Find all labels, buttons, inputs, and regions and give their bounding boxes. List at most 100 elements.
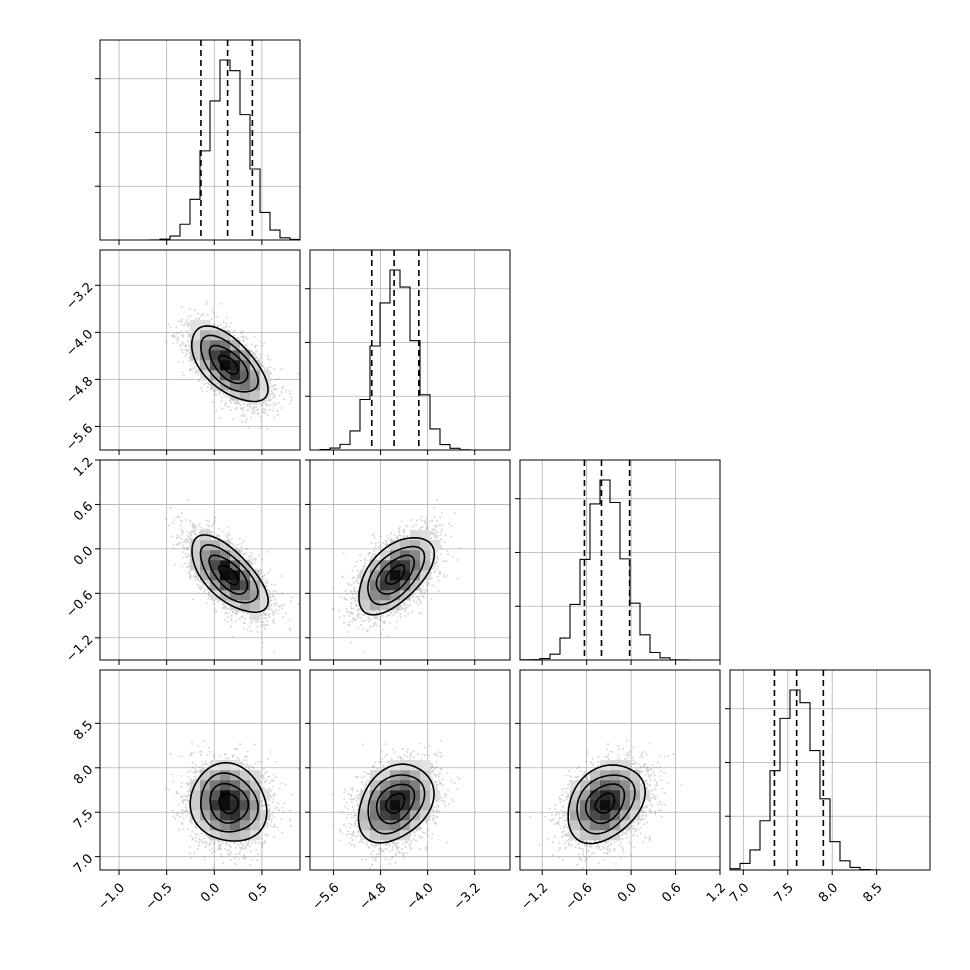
contour-level-0 bbox=[217, 354, 239, 376]
density-cell bbox=[370, 570, 381, 581]
density-cell bbox=[230, 390, 241, 401]
density-cell bbox=[410, 760, 421, 771]
density-cell bbox=[420, 530, 431, 541]
density-cell bbox=[250, 390, 261, 401]
density-cell bbox=[190, 340, 201, 351]
density-cell bbox=[200, 320, 211, 331]
density-cell bbox=[370, 790, 381, 801]
panel-frame bbox=[99, 459, 301, 661]
contour-level-1 bbox=[584, 783, 626, 825]
density-cell bbox=[400, 540, 411, 551]
density-cell bbox=[360, 830, 371, 841]
density-cell bbox=[400, 800, 411, 811]
density-cell bbox=[580, 780, 591, 791]
y-tick-label: 0.6 bbox=[71, 499, 96, 524]
density-cell bbox=[380, 550, 391, 561]
x-tick-label: 1.2 bbox=[704, 880, 729, 905]
panel-frame bbox=[99, 249, 301, 451]
density-cell bbox=[250, 360, 261, 371]
contour-level-3 bbox=[191, 325, 269, 403]
density-cell bbox=[400, 580, 411, 591]
density-cell bbox=[240, 830, 251, 841]
density-cell bbox=[390, 820, 401, 831]
histogram-panel-0 bbox=[95, 39, 301, 245]
density-cell bbox=[400, 590, 411, 601]
x-tick-label: 0.5 bbox=[246, 880, 271, 905]
density-cell bbox=[190, 810, 201, 821]
density-cell bbox=[260, 370, 271, 381]
density-cell bbox=[220, 760, 231, 771]
density-cell bbox=[410, 540, 421, 551]
density-cell bbox=[620, 780, 631, 791]
contour-level-3 bbox=[358, 536, 436, 616]
density-cell bbox=[220, 340, 231, 351]
x-tick-label: −5.6 bbox=[310, 880, 343, 913]
density-cell bbox=[210, 540, 221, 551]
histogram-step-0 bbox=[100, 59, 300, 240]
x-tick-label: −0.5 bbox=[143, 880, 176, 913]
y-tick-label: −3.2 bbox=[63, 280, 96, 313]
contour-level-0 bbox=[384, 563, 406, 585]
density-cell bbox=[630, 800, 641, 811]
panel-frame bbox=[309, 669, 511, 871]
density-cell bbox=[420, 550, 431, 561]
density-cell bbox=[610, 780, 621, 791]
density-cell bbox=[230, 570, 241, 581]
density-cell bbox=[580, 830, 591, 841]
density-cell bbox=[220, 830, 231, 841]
density-cell bbox=[570, 820, 581, 831]
density-cell bbox=[410, 570, 421, 581]
density-cell bbox=[400, 790, 411, 801]
density-cell bbox=[570, 830, 581, 841]
density-cell bbox=[620, 760, 631, 771]
density-cell bbox=[240, 350, 251, 361]
density-cell bbox=[190, 790, 201, 801]
density-cell bbox=[210, 350, 221, 361]
density-cell bbox=[200, 560, 211, 571]
density-cell bbox=[260, 390, 271, 401]
density-cell bbox=[230, 780, 241, 791]
density-cell bbox=[220, 360, 231, 371]
density-cell bbox=[240, 580, 251, 591]
x-tick-label: 7.0 bbox=[727, 880, 752, 905]
x-tick-label: −3.2 bbox=[451, 880, 484, 913]
scatter-panel-3-2: −1.2 −0.6 0.0 0.6 1.2 bbox=[515, 669, 729, 913]
x-tick-label: 0.0 bbox=[615, 880, 640, 905]
density-cell bbox=[600, 790, 611, 801]
density-cell bbox=[210, 330, 221, 341]
density-cell bbox=[230, 820, 241, 831]
panel-frame bbox=[309, 459, 511, 661]
x-tick-label: −4.0 bbox=[404, 880, 437, 913]
density-cell bbox=[580, 810, 591, 821]
density-cell bbox=[380, 820, 391, 831]
density-cell bbox=[610, 820, 621, 831]
density-cell bbox=[360, 590, 371, 601]
density-cell bbox=[250, 380, 261, 391]
contour-level-1 bbox=[375, 783, 416, 825]
contour-level-3 bbox=[567, 764, 647, 845]
density-cell bbox=[210, 780, 221, 791]
scatter-panel-3-0: 7.0 7.5 8.0 8.5 −1.0 −0.5 0.0 0.5 bbox=[71, 669, 301, 913]
density-cell bbox=[410, 580, 421, 591]
y-tick-label: 8.5 bbox=[71, 718, 96, 743]
density-cell bbox=[630, 810, 641, 821]
x-tick-label: −0.6 bbox=[563, 880, 596, 913]
density-cell bbox=[360, 810, 371, 821]
density-cell bbox=[220, 540, 231, 551]
density-cell bbox=[390, 560, 401, 571]
density-cell bbox=[250, 770, 261, 781]
contour-level-2 bbox=[199, 544, 259, 604]
density-cell bbox=[400, 760, 411, 771]
density-cell bbox=[250, 370, 261, 381]
density-cell bbox=[360, 790, 371, 801]
density-cell bbox=[590, 780, 601, 791]
x-tick-label: −1.2 bbox=[518, 880, 551, 913]
density-cell bbox=[590, 830, 601, 841]
density-cell bbox=[380, 590, 391, 601]
density-cell bbox=[410, 560, 421, 571]
panel-frame bbox=[99, 39, 301, 241]
y-tick-label: 0.0 bbox=[71, 544, 96, 569]
y-tick-label: −4.8 bbox=[63, 374, 96, 407]
density-cell bbox=[360, 800, 371, 811]
contour-level-2 bbox=[199, 772, 259, 833]
